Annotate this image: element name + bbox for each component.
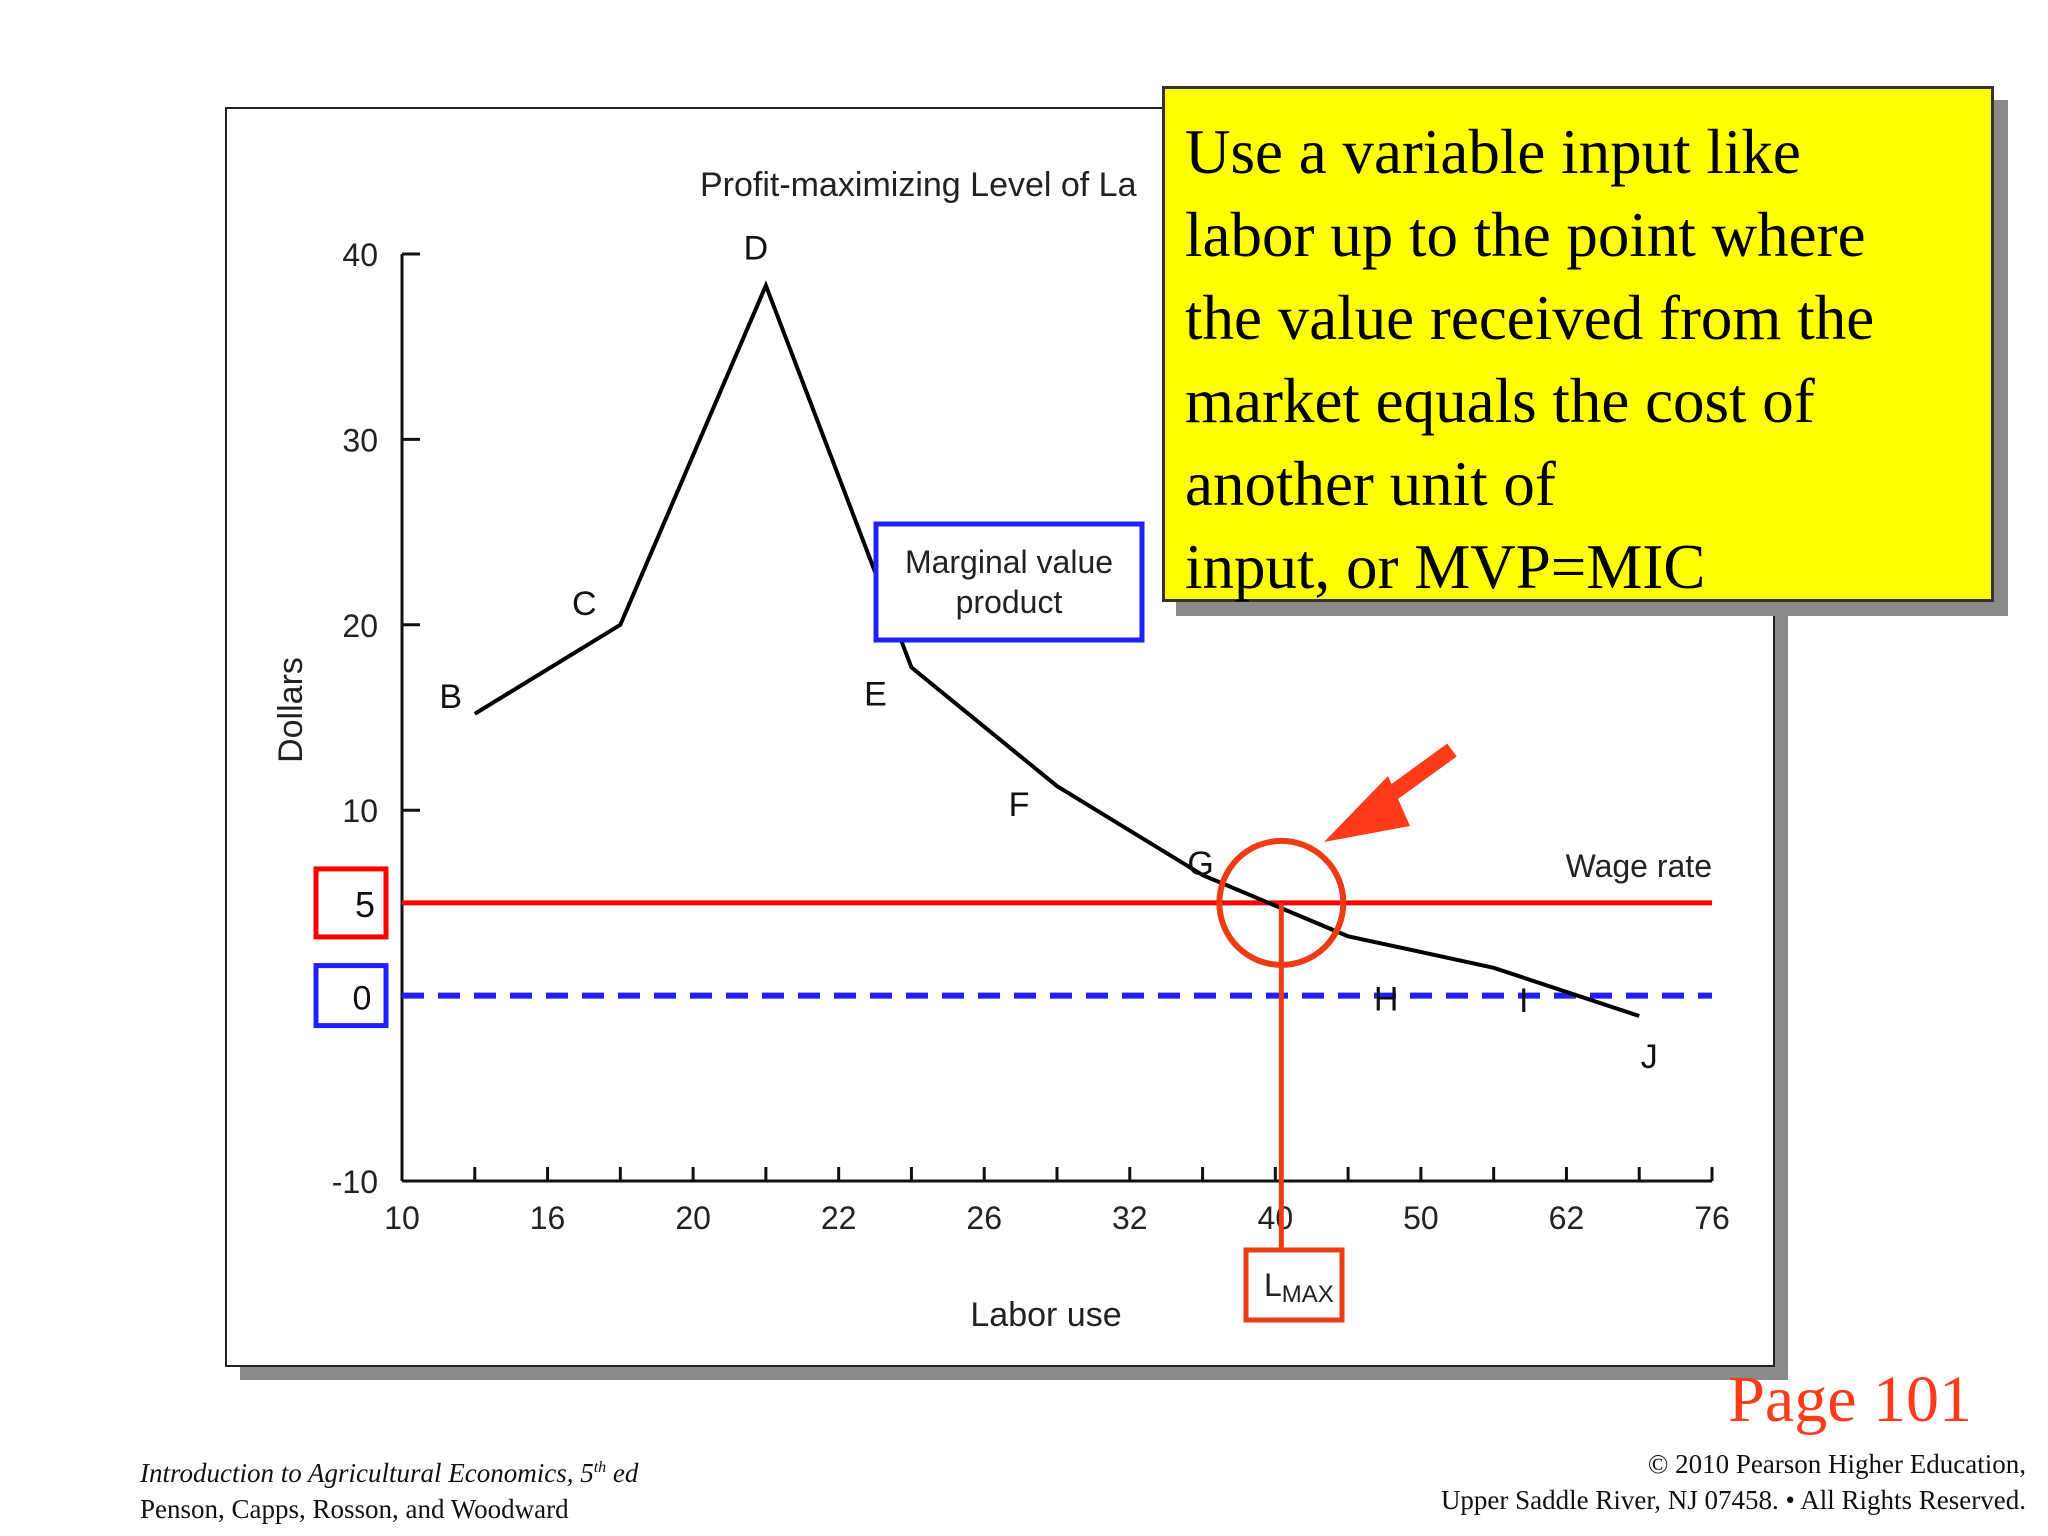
y-axis-label: Dollars xyxy=(272,657,310,763)
point-label-g: G xyxy=(1187,845,1213,883)
point-label-d: D xyxy=(744,230,769,268)
point-label-i: I xyxy=(1519,982,1528,1020)
x-tick-label: 10 xyxy=(384,1200,420,1236)
callout-line: Use a variable input like xyxy=(1185,117,1801,187)
footer-copyright: © 2010 Pearson Higher Education, Upper S… xyxy=(1441,1446,2026,1518)
x-tick-label: 26 xyxy=(966,1200,1002,1236)
y-tick-label: 20 xyxy=(342,608,378,644)
wage-value-label: 5 xyxy=(355,884,375,925)
page-label: Page 101 xyxy=(1728,1363,1972,1436)
publisher-address: Upper Saddle River, NJ 07458. • All Righ… xyxy=(1440,1485,2026,1515)
x-tick-label: 62 xyxy=(1549,1200,1585,1236)
point-label-j: J xyxy=(1641,1038,1658,1076)
y-tick-label: 10 xyxy=(342,793,378,829)
mvp-series: B C D E F G H I J Marginal value product xyxy=(439,230,1657,1076)
annotations: LMAX xyxy=(1216,743,1457,1323)
zero-value-label: 0 xyxy=(353,980,372,1018)
lmax-box xyxy=(1243,1247,1345,1323)
callout-box: Use a variable input like labor up to th… xyxy=(1162,86,1994,602)
zero-value-box xyxy=(313,963,389,1029)
wage-value-box xyxy=(313,866,389,940)
callout-line: input, or MVP=MIC xyxy=(1185,532,1706,602)
y-tick-label: 40 xyxy=(342,237,378,273)
mvp-label-box xyxy=(873,521,1145,643)
mvp-curve xyxy=(473,280,1640,1018)
book-title: Introduction to Agricultural Economics, … xyxy=(140,1458,639,1488)
x-tick-label: 40 xyxy=(1258,1200,1294,1236)
mvp-label-line: Marginal value xyxy=(905,544,1113,580)
lmax-label: LMAX xyxy=(1264,1267,1334,1308)
point-label-h: H xyxy=(1374,980,1399,1018)
x-tick-label: 20 xyxy=(675,1200,711,1236)
point-label-e: E xyxy=(864,675,887,713)
reference-lines: Wage rate 5 0 xyxy=(313,848,1712,1029)
x-tick-label: 32 xyxy=(1112,1200,1148,1236)
x-tick-label: 50 xyxy=(1403,1200,1439,1236)
point-label-b: B xyxy=(439,678,462,716)
mvp-label-line: product xyxy=(956,584,1063,620)
x-axis-label: Labor use xyxy=(970,1296,1121,1334)
y-tick-label: -10 xyxy=(332,1164,378,1200)
edition-superscript: th xyxy=(593,1459,607,1476)
callout-line: another unit of xyxy=(1185,449,1556,519)
chart-title: Profit-maximizing Level of La xyxy=(700,166,1137,204)
x-tick-label: 76 xyxy=(1694,1200,1730,1236)
book-authors: Penson, Capps, Rosson, and Woodward xyxy=(140,1494,569,1524)
y-tick-label: 30 xyxy=(342,422,378,458)
x-tick-label: 22 xyxy=(821,1200,857,1236)
callout-line: labor up to the point where xyxy=(1185,200,1866,270)
footer-book-info: Introduction to Agricultural Economics, … xyxy=(140,1450,638,1527)
arrow-head xyxy=(1324,776,1410,842)
callout-line: the value received from the xyxy=(1185,283,1875,353)
point-label-c: C xyxy=(572,585,597,623)
wage-rate-label: Wage rate xyxy=(1566,848,1712,884)
point-label-f: F xyxy=(1009,786,1030,824)
copyright-text: © 2010 Pearson Higher Education, xyxy=(1647,1449,2026,1479)
x-tick-label: 16 xyxy=(530,1200,566,1236)
callout-line: market equals the cost of xyxy=(1185,366,1815,436)
